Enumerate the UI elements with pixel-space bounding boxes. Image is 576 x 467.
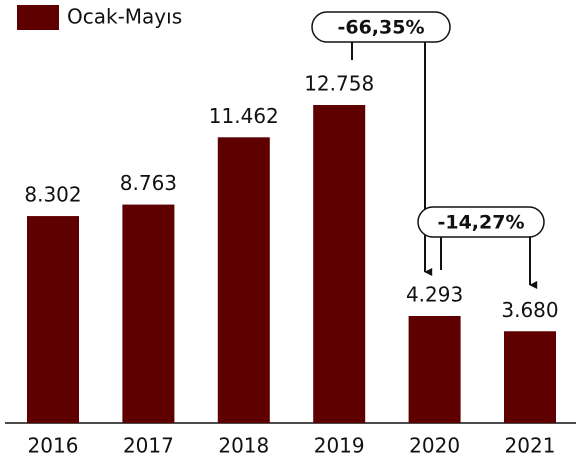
bar <box>408 315 461 423</box>
legend: Ocak-Mayıs <box>17 5 182 30</box>
x-tick-label: 2021 <box>505 434 556 458</box>
bar <box>122 204 175 423</box>
x-tick-label: 2018 <box>218 434 269 458</box>
x-tick-label: 2016 <box>28 434 79 458</box>
bar <box>27 216 79 423</box>
annotation-box <box>311 11 451 43</box>
value-label: 8.763 <box>120 171 177 195</box>
bar <box>504 331 556 423</box>
x-tick-label: 2017 <box>123 434 174 458</box>
value-label: 3.680 <box>501 298 558 322</box>
legend-label: Ocak-Mayıs <box>67 5 182 29</box>
annotation-box <box>417 206 545 238</box>
annotation-text: -14,27% <box>437 212 524 234</box>
value-label: 11.462 <box>209 104 279 128</box>
bar <box>217 137 270 423</box>
value-label: 8.302 <box>24 183 81 207</box>
legend-swatch <box>17 5 59 30</box>
value-label: 12.758 <box>304 72 374 96</box>
bar <box>313 105 366 423</box>
value-label: 4.293 <box>406 282 463 306</box>
annotation-text: -66,35% <box>337 17 424 39</box>
x-tick-label: 2019 <box>314 434 365 458</box>
x-tick-label: 2020 <box>409 434 460 458</box>
